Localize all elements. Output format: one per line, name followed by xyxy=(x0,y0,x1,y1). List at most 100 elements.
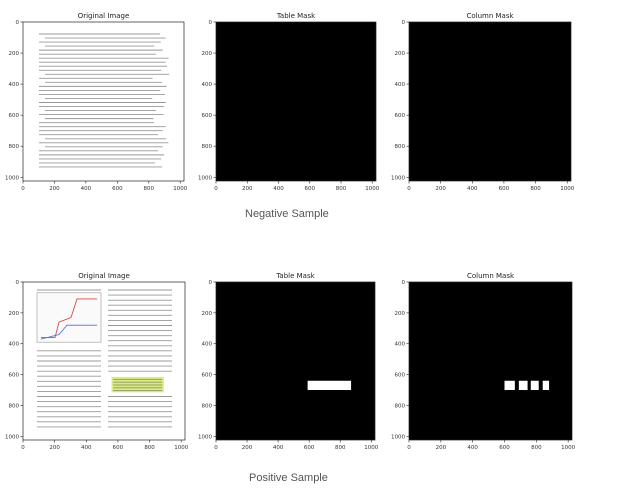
y-tick-label: 800 xyxy=(9,144,20,150)
x-tick-label: 400 xyxy=(273,445,284,451)
y-tick-label: 400 xyxy=(9,342,20,348)
x-tick-label: 1000 xyxy=(561,445,575,451)
table-highlight xyxy=(111,376,164,393)
x-tick-label: 600 xyxy=(499,186,510,192)
panel-title: Table Mask xyxy=(275,272,315,280)
x-tick-label: 1000 xyxy=(174,445,188,451)
panel-title: Column Mask xyxy=(466,12,514,20)
mask-region xyxy=(542,380,550,391)
x-tick-label: 600 xyxy=(113,445,124,451)
panel-title: Original Image xyxy=(78,272,130,280)
mask-region xyxy=(504,380,515,391)
x-tick-label: 1000 xyxy=(560,186,574,192)
x-tick-label: 0 xyxy=(214,186,218,192)
y-tick-label: 1000 xyxy=(5,175,19,181)
x-tick-label: 0 xyxy=(21,445,25,451)
y-tick-label: 800 xyxy=(395,144,406,150)
axes-frame xyxy=(22,21,185,182)
y-tick-label: 1000 xyxy=(5,434,19,440)
panel-title: Table Mask xyxy=(276,12,316,20)
y-tick-label: 600 xyxy=(395,373,406,379)
y-tick-label: 0 xyxy=(402,20,406,26)
x-tick-label: 200 xyxy=(436,445,447,451)
axes-frame xyxy=(215,21,377,182)
x-tick-label: 200 xyxy=(435,186,446,192)
x-tick-label: 600 xyxy=(112,186,123,192)
x-tick-label: 0 xyxy=(21,186,25,192)
x-tick-label: 1000 xyxy=(173,186,187,192)
y-tick-label: 1000 xyxy=(198,175,212,181)
x-tick-label: 600 xyxy=(499,445,510,451)
axes-frame xyxy=(408,281,573,441)
axes-frame xyxy=(408,21,572,182)
y-tick-label: 1000 xyxy=(198,434,212,440)
y-tick-label: 200 xyxy=(395,311,406,317)
x-tick-label: 200 xyxy=(242,186,253,192)
panel-title: Original Image xyxy=(78,12,130,20)
x-tick-label: 400 xyxy=(81,445,92,451)
x-tick-label: 200 xyxy=(242,445,253,451)
x-tick-label: 0 xyxy=(407,445,411,451)
x-tick-label: 600 xyxy=(305,186,316,192)
x-tick-label: 800 xyxy=(531,445,542,451)
y-tick-label: 0 xyxy=(16,280,20,286)
axes-frame xyxy=(215,281,376,441)
caption-negative: Negative Sample xyxy=(245,208,329,220)
y-tick-label: 400 xyxy=(395,82,406,88)
x-tick-label: 1000 xyxy=(365,186,379,192)
x-tick-label: 400 xyxy=(273,186,284,192)
mask-background xyxy=(216,282,375,440)
y-tick-label: 0 xyxy=(16,20,20,26)
panel-title: Column Mask xyxy=(467,272,515,280)
y-tick-label: 400 xyxy=(9,82,20,88)
mask-background xyxy=(409,282,572,440)
y-tick-label: 800 xyxy=(202,403,213,409)
y-tick-label: 200 xyxy=(9,51,20,57)
y-tick-label: 1000 xyxy=(391,175,405,181)
mask-background xyxy=(409,22,571,181)
y-tick-label: 200 xyxy=(202,311,213,317)
y-tick-label: 1000 xyxy=(391,434,405,440)
y-tick-label: 600 xyxy=(395,113,406,119)
y-tick-label: 0 xyxy=(402,280,406,286)
axes-frame xyxy=(22,281,186,441)
x-tick-label: 800 xyxy=(336,186,347,192)
y-tick-label: 200 xyxy=(202,51,213,57)
plot-line xyxy=(41,298,97,338)
y-tick-label: 400 xyxy=(202,342,213,348)
y-tick-label: 0 xyxy=(209,20,213,26)
y-tick-label: 200 xyxy=(9,311,20,317)
x-tick-label: 800 xyxy=(335,445,346,451)
y-tick-label: 600 xyxy=(9,373,20,379)
x-tick-label: 200 xyxy=(49,186,60,192)
x-tick-label: 400 xyxy=(467,186,478,192)
x-tick-label: 800 xyxy=(144,186,155,192)
mask-background xyxy=(216,22,376,181)
y-tick-label: 400 xyxy=(395,342,406,348)
y-tick-label: 800 xyxy=(202,144,213,150)
x-tick-label: 400 xyxy=(81,186,92,192)
y-tick-label: 800 xyxy=(395,403,406,409)
x-tick-label: 400 xyxy=(467,445,478,451)
x-tick-label: 800 xyxy=(144,445,155,451)
y-tick-label: 800 xyxy=(9,403,20,409)
x-tick-label: 0 xyxy=(214,445,218,451)
figure-plot xyxy=(36,292,102,343)
x-tick-label: 200 xyxy=(49,445,60,451)
x-tick-label: 0 xyxy=(407,186,411,192)
x-tick-label: 600 xyxy=(304,445,315,451)
y-tick-label: 600 xyxy=(202,373,213,379)
mask-region xyxy=(530,380,539,391)
y-tick-label: 200 xyxy=(395,51,406,57)
y-tick-label: 600 xyxy=(9,113,20,119)
x-tick-label: 800 xyxy=(530,186,541,192)
y-tick-label: 400 xyxy=(202,82,213,88)
caption-positive: Positive Sample xyxy=(249,472,328,484)
mask-region xyxy=(518,380,528,391)
